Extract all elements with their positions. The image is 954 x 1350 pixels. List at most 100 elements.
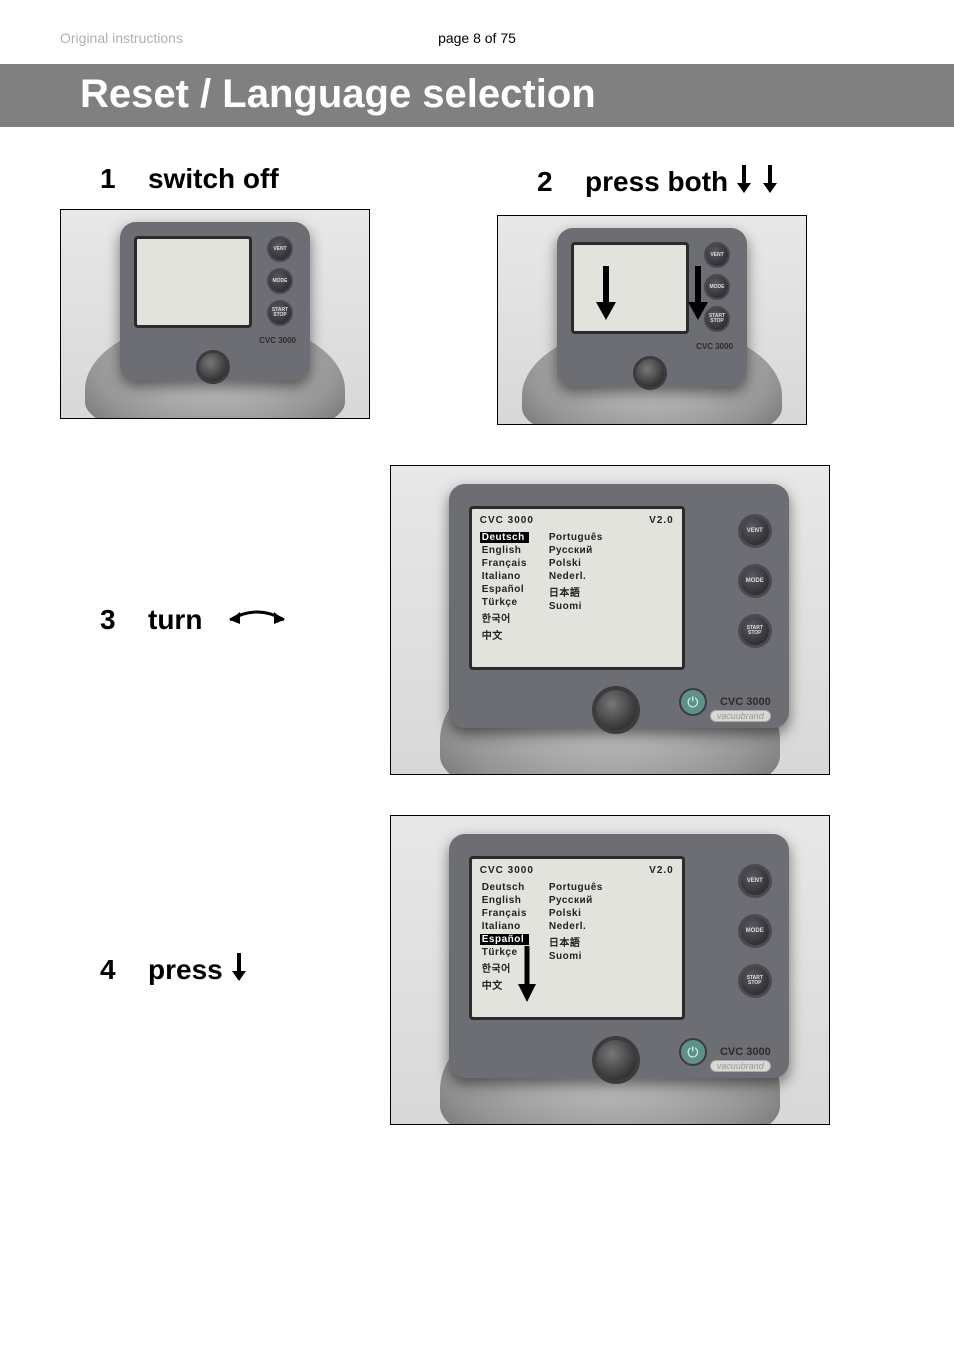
device-brand-tag: vacuubrand: [710, 710, 771, 722]
language-option: Português: [547, 882, 605, 893]
mode-button: MODE: [267, 268, 293, 294]
language-option: English: [480, 545, 529, 556]
step-3-num: 3: [100, 604, 148, 636]
language-option: Türkçe: [480, 597, 529, 608]
vent-button: VENT: [704, 242, 730, 268]
step-2-num: 2: [537, 166, 585, 198]
steps-row-1-2: 1 switch off VENT MODE START STOP CVC 30…: [60, 163, 894, 425]
rotary-knob: [592, 1036, 640, 1084]
device-screen-lang-menu: CVC 3000 V2.0 Deutsch English Français Ital…: [469, 506, 685, 670]
language-option: 日本語: [547, 584, 605, 599]
section-title: Reset / Language selection: [12, 72, 942, 117]
screen-header: CVC 3000 V2.0: [480, 865, 674, 876]
device-button-column: VENT MODE START STOP: [733, 864, 777, 998]
step-2-photo: VENT MODE START STOP CVC 3000: [497, 215, 807, 425]
step-1-label: 1 switch off: [100, 163, 457, 195]
step-4-label: 4 press: [100, 951, 360, 989]
screen-header: CVC 3000 V2.0: [480, 515, 674, 526]
vent-button: VENT: [738, 864, 772, 898]
step-2: 2 press both VENT MODE START STOP: [497, 163, 894, 425]
language-option: 한국어: [480, 960, 529, 975]
language-option: Suomi: [547, 601, 605, 612]
step-4: 4 press CVC 3000 V2.0 Deutsch English Fran…: [60, 815, 894, 1125]
down-arrow-icon: [734, 163, 754, 201]
step-1: 1 switch off VENT MODE START STOP CVC 30…: [60, 163, 457, 425]
language-option: 한국어: [480, 610, 529, 625]
language-option: Suomi: [547, 951, 605, 962]
device-brand-tag: vacuubrand: [710, 1060, 771, 1072]
language-option: Русский: [547, 545, 605, 556]
step-1-text: switch off: [148, 163, 279, 195]
language-option: Español: [480, 934, 529, 945]
page-number: page 8 of 75: [338, 30, 616, 46]
rotary-knob: [196, 350, 230, 384]
section-title-bar: Reset / Language selection: [0, 64, 954, 127]
doc-type: Original instructions: [60, 30, 338, 46]
language-columns: Deutsch English Français Italiano Español Tür…: [480, 532, 674, 642]
language-col-1: DeutschEnglishFrançaisItalianoEspañolTür…: [480, 882, 529, 992]
step-2-label: 2 press both: [537, 163, 894, 201]
language-option: Polski: [547, 558, 605, 569]
step-4-num: 4: [100, 954, 148, 986]
step-2-text: press both: [585, 166, 728, 198]
language-option: Nederl.: [547, 921, 605, 932]
step-3-text: turn: [148, 604, 202, 636]
manual-page: Original instructions page 8 of 75 Reset…: [0, 0, 954, 1205]
mode-button: MODE: [738, 564, 772, 598]
down-arrow-icon: [229, 951, 249, 989]
mode-button: MODE: [704, 274, 730, 300]
device-screen-lang-menu: CVC 3000 V2.0 DeutschEnglishFrançaisItal…: [469, 856, 685, 1020]
language-option: Italiano: [480, 571, 529, 582]
language-option: Deutsch: [480, 532, 529, 543]
language-option: Français: [480, 558, 529, 569]
device-illustration: VENT MODE START STOP CVC 3000: [557, 228, 747, 386]
screen-title-right: V2.0: [649, 515, 674, 526]
step-1-num: 1: [100, 163, 148, 195]
device-button-column: VENT MODE START STOP: [733, 514, 777, 648]
mode-button: MODE: [738, 914, 772, 948]
language-columns: DeutschEnglishFrançaisItalianoEspañolTür…: [480, 882, 674, 992]
screen-title-right: V2.0: [649, 865, 674, 876]
language-col-2: Português Русский Polski Nederl. 日本語 Suomi: [547, 532, 605, 642]
device-screen-off: [134, 236, 252, 328]
step-4-text: press: [148, 954, 223, 986]
language-option: Türkçe: [480, 947, 529, 958]
language-option: Français: [480, 908, 529, 919]
start-stop-button: START STOP: [704, 306, 730, 332]
device-model-label: CVC 3000: [120, 330, 310, 350]
language-option: 中文: [480, 977, 529, 992]
device-screen-off: [571, 242, 689, 334]
start-stop-button: START STOP: [738, 964, 772, 998]
language-option: Русский: [547, 895, 605, 906]
start-stop-button: START STOP: [738, 614, 772, 648]
language-option: Nederl.: [547, 571, 605, 582]
device-illustration: CVC 3000 V2.0 DeutschEnglishFrançaisItal…: [449, 834, 789, 1078]
device-illustration: VENT MODE START STOP CVC 3000: [120, 222, 310, 380]
device-button-column: VENT MODE START STOP: [258, 236, 302, 326]
step-1-photo: VENT MODE START STOP CVC 3000: [60, 209, 370, 419]
screen-title-left: CVC 3000: [480, 865, 534, 876]
language-option: Polski: [547, 908, 605, 919]
rotary-knob: [633, 356, 667, 390]
step-3: 3 turn CVC 3000 V2.0: [60, 465, 894, 775]
rotary-knob: [592, 686, 640, 734]
vent-button: VENT: [267, 236, 293, 262]
screen-title-left: CVC 3000: [480, 515, 534, 526]
language-option: 中文: [480, 627, 529, 642]
step-3-photo: CVC 3000 V2.0 Deutsch English Français Ital…: [390, 465, 830, 775]
start-stop-button: START STOP: [267, 300, 293, 326]
step-4-photo: CVC 3000 V2.0 DeutschEnglishFrançaisItal…: [390, 815, 830, 1125]
language-option: Español: [480, 584, 529, 595]
down-arrow-icon: [760, 163, 780, 201]
language-option: Deutsch: [480, 882, 529, 893]
device-model-label: CVC 3000: [557, 336, 747, 356]
language-option: 日本語: [547, 934, 605, 949]
language-col-1: Deutsch English Français Italiano Español Tür…: [480, 532, 529, 642]
language-option: English: [480, 895, 529, 906]
page-meta: Original instructions page 8 of 75: [60, 30, 894, 46]
language-col-2: Português Русский Polski Nederl. 日本語 Suomi: [547, 882, 605, 992]
language-option: Português: [547, 532, 605, 543]
device-button-column: VENT MODE START STOP: [695, 242, 739, 332]
vent-button: VENT: [738, 514, 772, 548]
device-model-label: CVC 3000: [720, 1046, 771, 1058]
